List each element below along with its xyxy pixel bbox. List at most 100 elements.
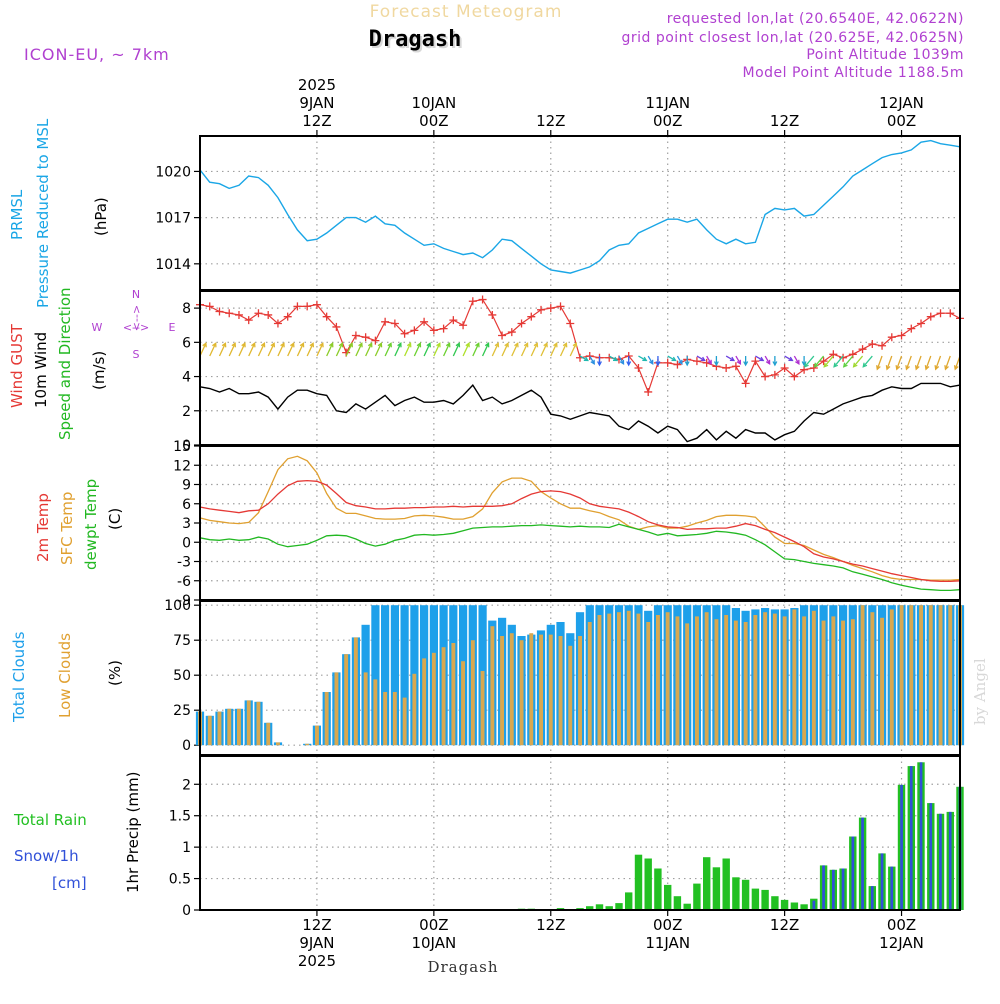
gust-marker (468, 297, 477, 306)
wind-direction-arrowhead (707, 359, 712, 365)
y-tick-label: 1.5 (169, 809, 191, 825)
wind-direction-arrow (676, 355, 683, 365)
low-cloud-bar (217, 711, 222, 746)
gust-marker (488, 310, 497, 319)
gust-marker (371, 336, 380, 345)
wind-direction-arrow (452, 343, 460, 357)
gust-marker (819, 357, 828, 366)
wind-direction-arrowhead (619, 359, 625, 365)
wind-direction-arrow (667, 355, 676, 362)
gust-marker (459, 321, 468, 330)
gust-marker (546, 304, 555, 313)
wind-direction-arrowhead (953, 365, 959, 371)
wind-direction-arrow (345, 343, 353, 357)
total-cloud-bar (371, 605, 380, 746)
wind-line (199, 382, 961, 443)
wind-direction-arrowhead (924, 365, 930, 371)
wind-direction-arrowhead (397, 342, 402, 348)
temp-2m-line (199, 479, 961, 583)
rain-bar (586, 906, 594, 910)
low-cloud-bar (529, 633, 534, 746)
low-cloud-bar (928, 605, 933, 746)
rain-bar (693, 883, 701, 910)
low-cloud-bar (636, 613, 641, 746)
low-cloud-bar (276, 742, 280, 746)
low-cloud-bar (880, 617, 884, 746)
gust-marker (332, 322, 341, 331)
gust-marker (809, 364, 818, 372)
wind-direction-arrowhead (895, 365, 901, 371)
wind-direction-arrowhead (231, 342, 237, 348)
wind-direction-arrow (248, 343, 256, 357)
wind-direction-arrowhead (759, 356, 765, 362)
bottom-time-label: 12Z (536, 916, 565, 934)
low-cloud-bar (324, 692, 329, 746)
low-cloud-bar (490, 626, 495, 746)
gust-marker (439, 324, 448, 333)
wind-direction-arrowhead (533, 342, 539, 348)
snow-bar (929, 803, 933, 910)
panel-frame (199, 135, 961, 291)
bottom-time-label: 00Z (887, 916, 916, 934)
gust-marker (556, 302, 565, 311)
low-cloud-bar (938, 605, 943, 746)
wind-direction-arrowhead (736, 359, 742, 365)
clouds-unit: (%) (106, 660, 124, 686)
gust-marker (663, 358, 672, 367)
gust-marker (887, 333, 896, 342)
panel-frame (199, 290, 961, 446)
bottom-time-label: 2025 (298, 952, 336, 970)
clouds-label-low: Low Clouds (56, 633, 74, 718)
gust-marker (858, 345, 867, 354)
wind-direction-arrowhead (465, 342, 470, 348)
header-subtitle: Forecast Meteogram (370, 2, 563, 22)
gust-marker (507, 328, 516, 337)
wind-direction-arrow (462, 343, 470, 357)
wind-direction-arrow (520, 343, 529, 357)
watermark: by Angel (971, 658, 989, 725)
wind-direction-arrow (306, 343, 314, 357)
total-cloud-bar (400, 605, 409, 746)
snow-bar (948, 811, 952, 910)
wind-direction-arrow (365, 343, 373, 357)
y-tick-label: 2 (182, 777, 191, 793)
sfc-temp-line (199, 455, 961, 581)
low-cloud-bar (266, 722, 271, 746)
low-cloud-bar (373, 679, 378, 746)
rain-bar (780, 899, 789, 910)
y-tick-label: 0 (182, 738, 191, 754)
wind-direction-arrowhead (367, 342, 373, 348)
top-time-label: 12Z (770, 112, 799, 130)
low-cloud-bar (363, 672, 368, 746)
low-cloud-bar (402, 697, 407, 746)
gust-marker (351, 331, 360, 340)
snow-bar (909, 766, 913, 910)
wind-direction-arrowhead (626, 361, 632, 367)
gust-marker (283, 312, 292, 321)
gust-marker (829, 350, 838, 359)
wind-direction-arrowhead (241, 342, 246, 348)
wind-direction-arrowhead (455, 342, 461, 348)
wind-direction-arrow (287, 343, 295, 357)
wind-direction-arrow (784, 355, 793, 362)
y-tick-label: 0.5 (169, 872, 191, 888)
gust-marker (897, 331, 906, 340)
low-cloud-bar (626, 610, 631, 746)
wind-direction-arrowhead (648, 359, 654, 365)
gust-marker (731, 362, 740, 371)
wind-direction-arrow (793, 355, 800, 365)
y-tick-label: 75 (173, 633, 191, 649)
bottom-time-label: 9JAN (299, 934, 334, 952)
wind-direction-arrowhead (270, 342, 276, 348)
gust-marker (381, 317, 390, 326)
wind-direction-arrowhead (416, 342, 422, 348)
y-tick-label: -6 (177, 574, 191, 590)
header-requested: requested lon,lat (20.6540E, 42.0622N) (667, 11, 964, 27)
wind-direction-arrowhead (514, 342, 519, 348)
precip-unit-label: 1hr Precip (mm) (124, 772, 142, 893)
y-tick-label: 8 (182, 301, 191, 317)
gust-marker (644, 387, 653, 396)
low-cloud-bar (383, 692, 388, 746)
wind-direction-arrowhead (553, 342, 558, 348)
low-cloud-bar (441, 647, 446, 746)
